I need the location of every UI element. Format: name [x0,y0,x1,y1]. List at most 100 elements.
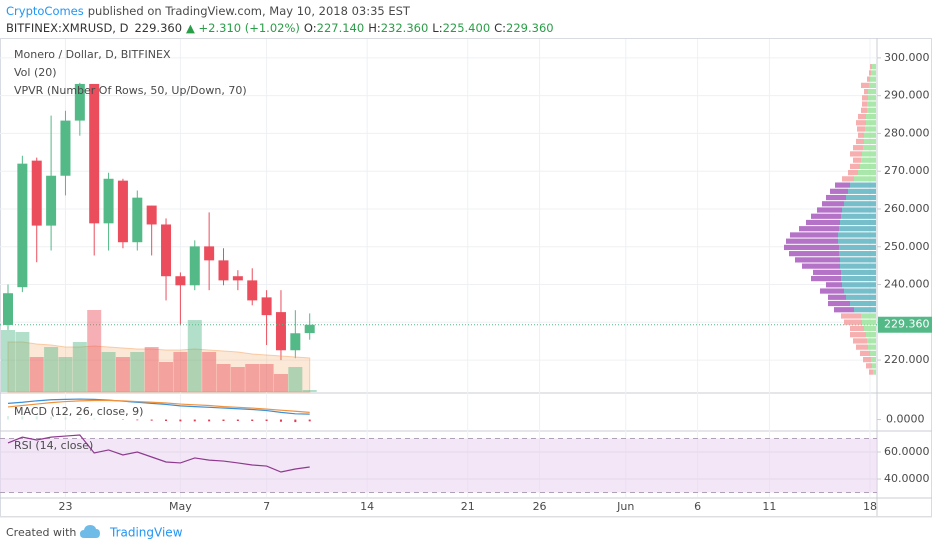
symbol-line: BITFINEX:XMRUSD, D 229.360 ▲ +2.310 (+1.02… [6,21,554,35]
macd-histogram [265,419,268,421]
y-tick-label: 260.000 [884,202,930,215]
volume-bar [173,352,188,392]
profile-down [790,232,838,238]
candle-body [46,175,57,226]
profile-down [856,344,868,350]
profile-up [838,238,876,244]
y-tick-label: 0.0000 [886,413,925,426]
profile-down [853,157,861,163]
profile-down [828,300,850,307]
tradingview-logo[interactable]: TradingView [80,525,183,540]
profile-up [841,213,876,219]
x-tick-label: 26 [533,500,547,513]
volume-bar [216,364,231,392]
candle-body [89,83,100,224]
macd-histogram [193,419,196,422]
candle-body [218,260,229,281]
volume-bar [187,320,202,392]
h-label: H: [368,21,381,35]
profile-down [828,294,846,300]
macd-macd-line [7,398,310,415]
profile-down [862,101,867,107]
macd-histogram [64,417,67,420]
profile-down [850,163,860,170]
profile-down [826,194,846,201]
candle-body [117,180,128,243]
profile-up [864,138,876,145]
volume-bar [230,367,245,392]
profile-down [806,219,840,226]
x-tick-label: 7 [263,500,270,513]
profile-up [841,275,876,282]
indicator-title: MACD (12, 26, close, 9) [14,405,143,418]
profile-up [868,344,876,350]
profile-up [869,82,876,88]
macd-histogram [222,419,225,421]
profile-up [871,356,876,363]
candle-body [60,120,71,176]
profile-down [860,350,870,356]
macd-histogram [236,419,239,421]
candle-body [146,205,157,225]
author[interactable]: CryptoComes [6,4,84,18]
profile-down [866,363,872,369]
profile-down [844,319,862,325]
last-price-tag [878,316,932,333]
volume-bar [115,357,130,392]
volume-bar [1,330,15,392]
profile-down [863,356,871,363]
profile-down [820,288,844,294]
y-tick-label: 60.0000 [884,445,930,458]
profile-up [873,369,876,375]
macd-histogram [78,417,81,420]
candle-body [247,280,258,301]
y-tick-label: 300.000 [884,51,930,64]
profile-down [802,263,840,269]
profile-up [864,132,876,138]
candle-body [132,197,143,243]
candle-body [3,293,13,325]
candle-body [232,276,243,281]
profile-down [861,82,869,88]
profile-up [850,182,876,188]
profile-up [866,120,876,126]
c-value: 229.360 [506,21,554,35]
profile-down [850,325,864,332]
profile-up [865,126,876,132]
volume-bar [288,367,303,392]
profile-up [867,101,876,107]
volume-bar [245,364,260,392]
profile-down [869,369,873,375]
volume-bar [202,352,217,392]
macd-histogram [50,416,53,420]
price: 229.360 [134,21,182,35]
volume-bar [144,347,159,392]
profile-up [858,170,876,176]
y-tick-label: 40.0000 [884,472,930,485]
rsi-band [0,438,877,493]
candle-body [290,333,301,351]
profile-up [861,313,876,319]
profile-up [867,107,876,113]
volume-bar [159,362,174,392]
macd-histogram [93,418,96,420]
footer-brand[interactable]: TradingView [109,526,183,540]
candle-body [275,312,286,351]
profile-down [856,138,864,145]
macd-histogram [165,419,168,421]
indicator-title: RSI (14, close) [14,439,93,452]
volume-bar [58,357,73,392]
profile-up [844,201,876,207]
o-value: 227.140 [317,21,365,35]
y-tick-label: 250.000 [884,240,930,253]
macd-histogram [35,416,38,420]
profile-up [844,288,876,294]
logo-cloud [80,525,100,538]
profile-up [871,70,876,76]
volume-bar [130,352,145,392]
profile-up [862,151,876,157]
profile-up [848,188,876,194]
h-value: 232.360 [381,21,429,35]
profile-up [866,332,876,338]
